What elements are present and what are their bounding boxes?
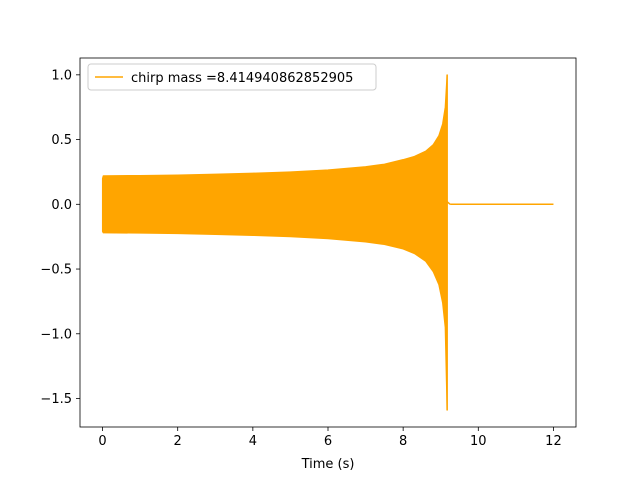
- y-tick-label: 0.5: [51, 133, 72, 148]
- x-tick-label: 12: [545, 434, 562, 449]
- x-tick-label: 2: [174, 434, 182, 449]
- axes: 0 2 4 6 8 10 12 −1.5 −1.0 −0.5 0.0 0.5 1.0: [40, 57, 577, 449]
- x-tick-label: 6: [324, 434, 332, 449]
- x-tick-label: 10: [470, 434, 487, 449]
- x-tick-label: 0: [98, 434, 106, 449]
- legend: chirp mass =8.414940862852905: [87, 63, 377, 91]
- x-tick-label: 4: [249, 434, 257, 449]
- legend-label: chirp mass =8.414940862852905: [131, 71, 353, 86]
- y-tick-label: −0.5: [40, 263, 72, 278]
- waveform-envelope: [101, 74, 448, 411]
- y-tick-label: 1.0: [51, 68, 72, 83]
- plot-area: [101, 74, 554, 411]
- x-axis-label: Time (s): [301, 457, 355, 472]
- y-tick-label: −1.0: [40, 327, 72, 342]
- ringdown-segment: [446, 201, 451, 205]
- y-tick-label: −1.5: [40, 392, 72, 407]
- y-tick-label: 0.0: [51, 198, 72, 213]
- x-tick-label: 8: [399, 434, 407, 449]
- legend-box: [87, 63, 377, 91]
